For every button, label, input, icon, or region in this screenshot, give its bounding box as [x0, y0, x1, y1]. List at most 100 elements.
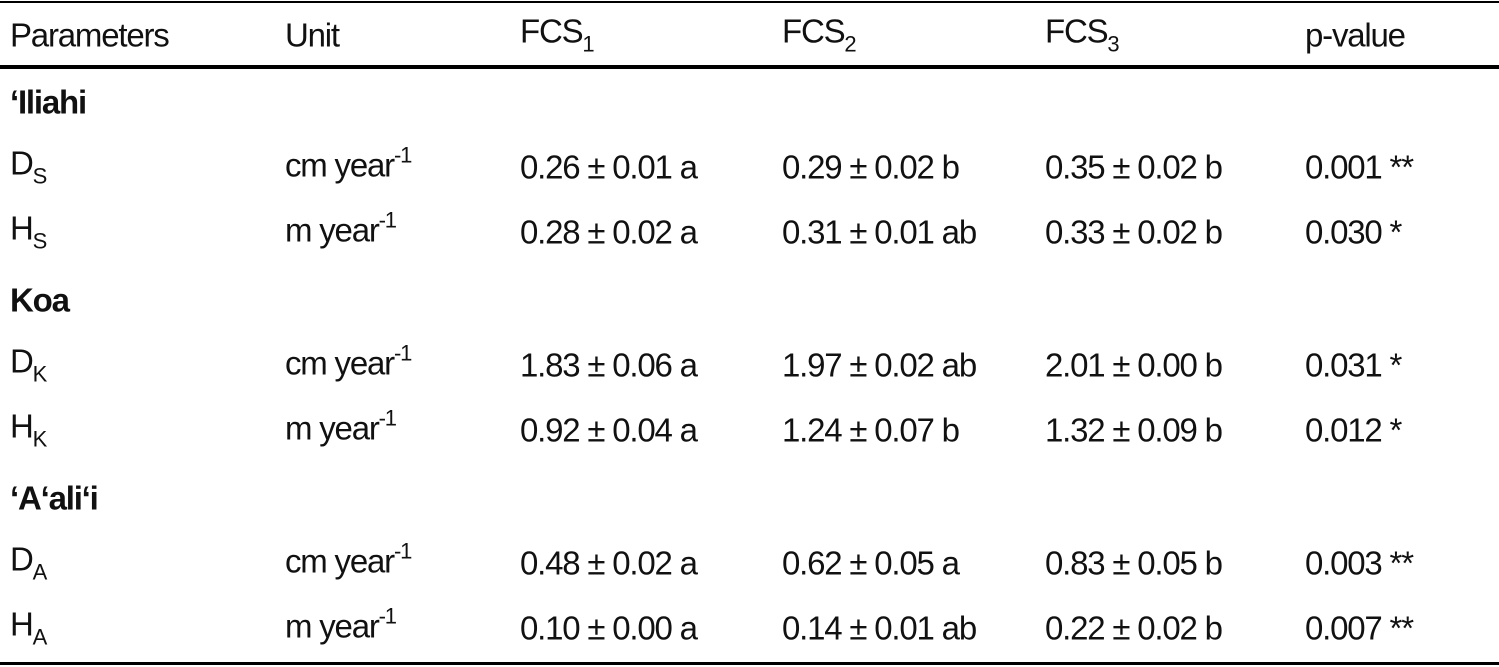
header-cell: FCS3 [1045, 12, 1120, 57]
value: 0.28 ± 0.02 a [520, 213, 698, 251]
header-sub: 1 [582, 31, 594, 57]
value: 0.62 ± 0.05 a [782, 544, 960, 582]
unit-sup: -1 [393, 538, 412, 564]
value-cell: 0.62 ± 0.05 a [782, 544, 960, 582]
value-cell: 0.92 ± 0.04 a [520, 411, 698, 449]
value: 1.97 ± 0.02 ab [782, 346, 977, 384]
header-cell: FCS2 [782, 12, 857, 57]
value: 0.83 ± 0.05 b [1045, 544, 1223, 582]
param-text: H [10, 605, 34, 643]
value: 0.003 ** [1305, 544, 1414, 582]
value-cell: 1.97 ± 0.02 ab [782, 346, 977, 384]
unit-text: m year [285, 409, 380, 447]
unit-sup: -1 [393, 142, 412, 168]
value-cell: 2.01 ± 0.00 b [1045, 346, 1223, 384]
value-cell: 0.031 * [1305, 346, 1402, 384]
group-name: ‘Iliahi [10, 83, 87, 121]
value-cell: 0.29 ± 0.02 b [782, 148, 960, 186]
value-cell: 0.35 ± 0.02 b [1045, 148, 1223, 186]
param-text: D [10, 540, 34, 578]
header-rule [0, 65, 1499, 69]
param-text: H [10, 407, 34, 445]
unit-text: m year [285, 607, 380, 645]
value-cell: 1.83 ± 0.06 a [520, 346, 698, 384]
header-sub: 3 [1107, 31, 1119, 57]
value-cell: 0.003 ** [1305, 544, 1414, 582]
bottom-rule [0, 662, 1499, 665]
param-sub: S [32, 228, 48, 254]
param-sub: S [32, 163, 48, 189]
group-label: Koa [10, 281, 70, 319]
value: 1.24 ± 0.07 b [782, 411, 960, 449]
unit-cell: m year-1 [285, 405, 397, 447]
value-cell: 0.22 ± 0.02 b [1045, 612, 1223, 645]
unit-text: cm year [285, 344, 395, 382]
unit-sup: -1 [393, 340, 412, 366]
param-cell: DA [10, 540, 48, 585]
value-cell: 0.28 ± 0.02 a [520, 213, 698, 251]
header-cell: Parameters [10, 16, 170, 54]
value: 0.92 ± 0.04 a [520, 411, 698, 449]
value-cell: 0.33 ± 0.02 b [1045, 213, 1223, 251]
value: 1.32 ± 0.09 b [1045, 411, 1223, 449]
value-cell: 0.007 ** [1305, 609, 1414, 647]
value: 0.26 ± 0.01 a [520, 148, 698, 186]
header-text: Unit [285, 16, 340, 54]
value: 0.31 ± 0.01 ab [782, 213, 977, 251]
unit-sup: -1 [378, 405, 397, 431]
header-text: FCS [782, 12, 846, 50]
param-sub: K [32, 361, 48, 387]
value: 0.030 * [1305, 213, 1402, 251]
value: 1.83 ± 0.06 a [520, 346, 698, 384]
unit-text: m year [285, 211, 380, 249]
header-text: FCS [1045, 12, 1109, 50]
header-text: FCS [520, 12, 584, 50]
header-text: Parameters [10, 16, 170, 54]
unit-sup: -1 [378, 207, 397, 233]
header-cell: Unit [285, 16, 340, 54]
header-sub: 2 [844, 31, 856, 57]
param-cell: HS [10, 209, 48, 254]
value-cell: 0.030 * [1305, 213, 1402, 251]
value: 0.10 ± 0.00 a [520, 609, 698, 647]
param-text: D [10, 342, 34, 380]
param-text: D [10, 144, 34, 182]
value-cell: 0.31 ± 0.01 ab [782, 213, 977, 251]
param-cell: DK [10, 342, 48, 387]
group-name: ‘A‘ali‘i [10, 479, 99, 517]
value: 0.33 ± 0.02 b [1045, 213, 1223, 251]
unit-sup: -1 [378, 603, 397, 629]
param-sub: A [32, 624, 48, 650]
param-cell: HK [10, 407, 47, 451]
unit-cell: cm year-1 [285, 340, 412, 382]
param-text: H [10, 209, 34, 247]
group-name: Koa [10, 281, 70, 319]
top-rule [0, 1, 1499, 3]
value: 0.031 * [1305, 346, 1402, 384]
value-cell: 1.32 ± 0.09 b [1045, 411, 1223, 449]
unit-cell: cm year-1 [285, 538, 412, 580]
header-cell: FCS1 [520, 12, 595, 57]
header-cell: p-value [1305, 19, 1406, 52]
value-cell: 0.14 ± 0.01 ab [782, 609, 977, 647]
param-cell: HA [10, 605, 48, 650]
unit-cell: m year-1 [285, 207, 397, 249]
value-cell: 1.24 ± 0.07 b [782, 411, 960, 449]
value-cell: 0.10 ± 0.00 a [520, 609, 698, 647]
value: 0.007 ** [1305, 609, 1414, 647]
value-cell: 0.001 ** [1305, 148, 1414, 186]
value: 0.001 ** [1305, 148, 1414, 186]
unit-cell: m year-1 [285, 603, 397, 645]
value: 0.35 ± 0.02 b [1045, 148, 1223, 186]
param-sub: A [32, 559, 48, 585]
group-label: ‘Iliahi [10, 83, 87, 121]
group-label: ‘A‘ali‘i [10, 479, 99, 517]
value-cell: 0.012 * [1305, 414, 1402, 447]
value: 0.29 ± 0.02 b [782, 148, 960, 186]
value: 2.01 ± 0.00 b [1045, 346, 1223, 384]
unit-text: cm year [285, 542, 395, 580]
param-cell: DS [10, 144, 48, 189]
value-cell: 0.83 ± 0.05 b [1045, 544, 1223, 582]
value: 0.14 ± 0.01 ab [782, 609, 977, 647]
